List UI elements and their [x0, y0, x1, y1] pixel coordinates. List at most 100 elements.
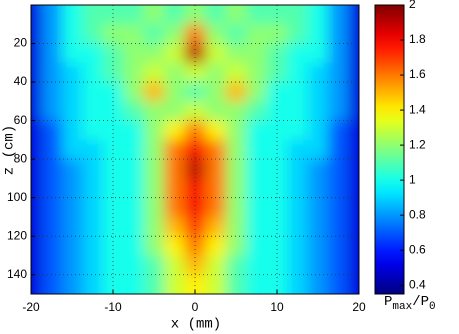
heat-cell	[184, 82, 206, 102]
heat-cell	[123, 120, 145, 141]
heat-cell	[102, 24, 124, 45]
heat-cell	[307, 274, 329, 294]
heat-cell	[184, 274, 206, 294]
heat-cell	[266, 197, 288, 218]
heat-cell	[225, 5, 247, 25]
heat-cell	[328, 178, 350, 199]
heat-cell	[41, 5, 63, 25]
colorbar-tick-label: 0.6	[409, 242, 426, 256]
heat-cell	[266, 178, 288, 199]
heat-cell	[123, 255, 145, 276]
colorbar	[374, 4, 405, 295]
heat-cell	[266, 82, 288, 102]
heat-cell	[307, 43, 329, 64]
heat-cell	[225, 274, 247, 294]
heat-cell	[246, 178, 268, 199]
heat-cell	[164, 62, 186, 83]
heat-cell	[307, 101, 329, 122]
heat-cell	[205, 255, 227, 276]
heat-cell	[184, 178, 206, 199]
heat-cell	[41, 255, 63, 276]
heat-cell	[143, 197, 165, 218]
colorbar-tick-label: 2	[409, 0, 416, 11]
heat-cell	[143, 101, 165, 122]
heat-cell	[41, 101, 63, 122]
heat-cell	[307, 197, 329, 218]
heat-cell	[164, 159, 186, 179]
colorbar-tick-label: 0.4	[409, 277, 426, 291]
heat-cell	[41, 197, 63, 218]
heat-cell	[184, 216, 206, 237]
heat-cell	[246, 120, 268, 141]
label-sub: max	[392, 301, 412, 313]
heat-cell	[61, 120, 83, 141]
heat-cell	[82, 5, 104, 25]
heat-cell	[328, 82, 350, 102]
heat-cell	[31, 178, 42, 199]
heat-cell	[348, 24, 359, 45]
heat-cell	[328, 236, 350, 256]
heat-cell	[102, 197, 124, 218]
heat-cell	[287, 255, 309, 276]
heat-cell	[307, 24, 329, 45]
label-part: /P	[412, 294, 429, 310]
heat-cell	[31, 120, 42, 141]
heat-cell	[225, 159, 247, 179]
heat-cell	[123, 5, 145, 25]
heat-cell	[225, 24, 247, 45]
heat-cell	[41, 24, 63, 45]
heat-cell	[82, 43, 104, 64]
heat-cell	[348, 216, 359, 237]
colorbar-label: Pmax/P0	[384, 294, 436, 313]
heat-cell	[225, 236, 247, 256]
heat-cell	[307, 82, 329, 102]
heat-cell	[287, 120, 309, 141]
colorbar-tick-label: 1.4	[409, 102, 426, 116]
heat-cell	[41, 43, 63, 64]
heat-cell	[348, 120, 359, 141]
heat-cell	[61, 24, 83, 45]
heat-cell	[143, 120, 165, 141]
heat-cell	[164, 178, 186, 199]
heat-cell	[82, 236, 104, 256]
heat-cell	[266, 24, 288, 45]
heat-cell	[328, 101, 350, 122]
heat-cell	[205, 178, 227, 199]
heat-cell	[82, 274, 104, 294]
heat-cell	[246, 255, 268, 276]
heat-cell	[164, 216, 186, 237]
heat-cell	[184, 101, 206, 122]
heat-cell	[246, 62, 268, 83]
heat-cell	[225, 101, 247, 122]
heat-cell	[102, 274, 124, 294]
heat-cell	[31, 43, 42, 64]
heat-cell	[143, 62, 165, 83]
heat-cell	[184, 120, 206, 141]
heat-cell	[143, 255, 165, 276]
heat-cell	[82, 82, 104, 102]
y-tick-label: 20	[14, 36, 28, 50]
heat-cell	[164, 24, 186, 45]
heat-cell	[61, 236, 83, 256]
heat-cell	[205, 159, 227, 179]
heat-cell	[143, 82, 165, 102]
heat-cell	[307, 236, 329, 256]
heat-cell	[164, 43, 186, 64]
heat-cell	[328, 43, 350, 64]
heat-cell	[307, 120, 329, 141]
heat-cell	[225, 43, 247, 64]
heat-cell	[31, 24, 42, 45]
heat-cell	[82, 24, 104, 45]
heat-cell	[61, 101, 83, 122]
heat-cell	[143, 216, 165, 237]
heat-cell	[225, 216, 247, 237]
heat-cell	[348, 62, 359, 83]
heat-cell	[102, 62, 124, 83]
heat-cell	[31, 274, 42, 294]
y-tick-label: 140	[7, 267, 27, 281]
heat-cell	[31, 101, 42, 122]
heat-cell	[61, 139, 83, 160]
heat-cell	[287, 216, 309, 237]
heat-cell	[164, 120, 186, 141]
heat-cell	[287, 274, 309, 294]
